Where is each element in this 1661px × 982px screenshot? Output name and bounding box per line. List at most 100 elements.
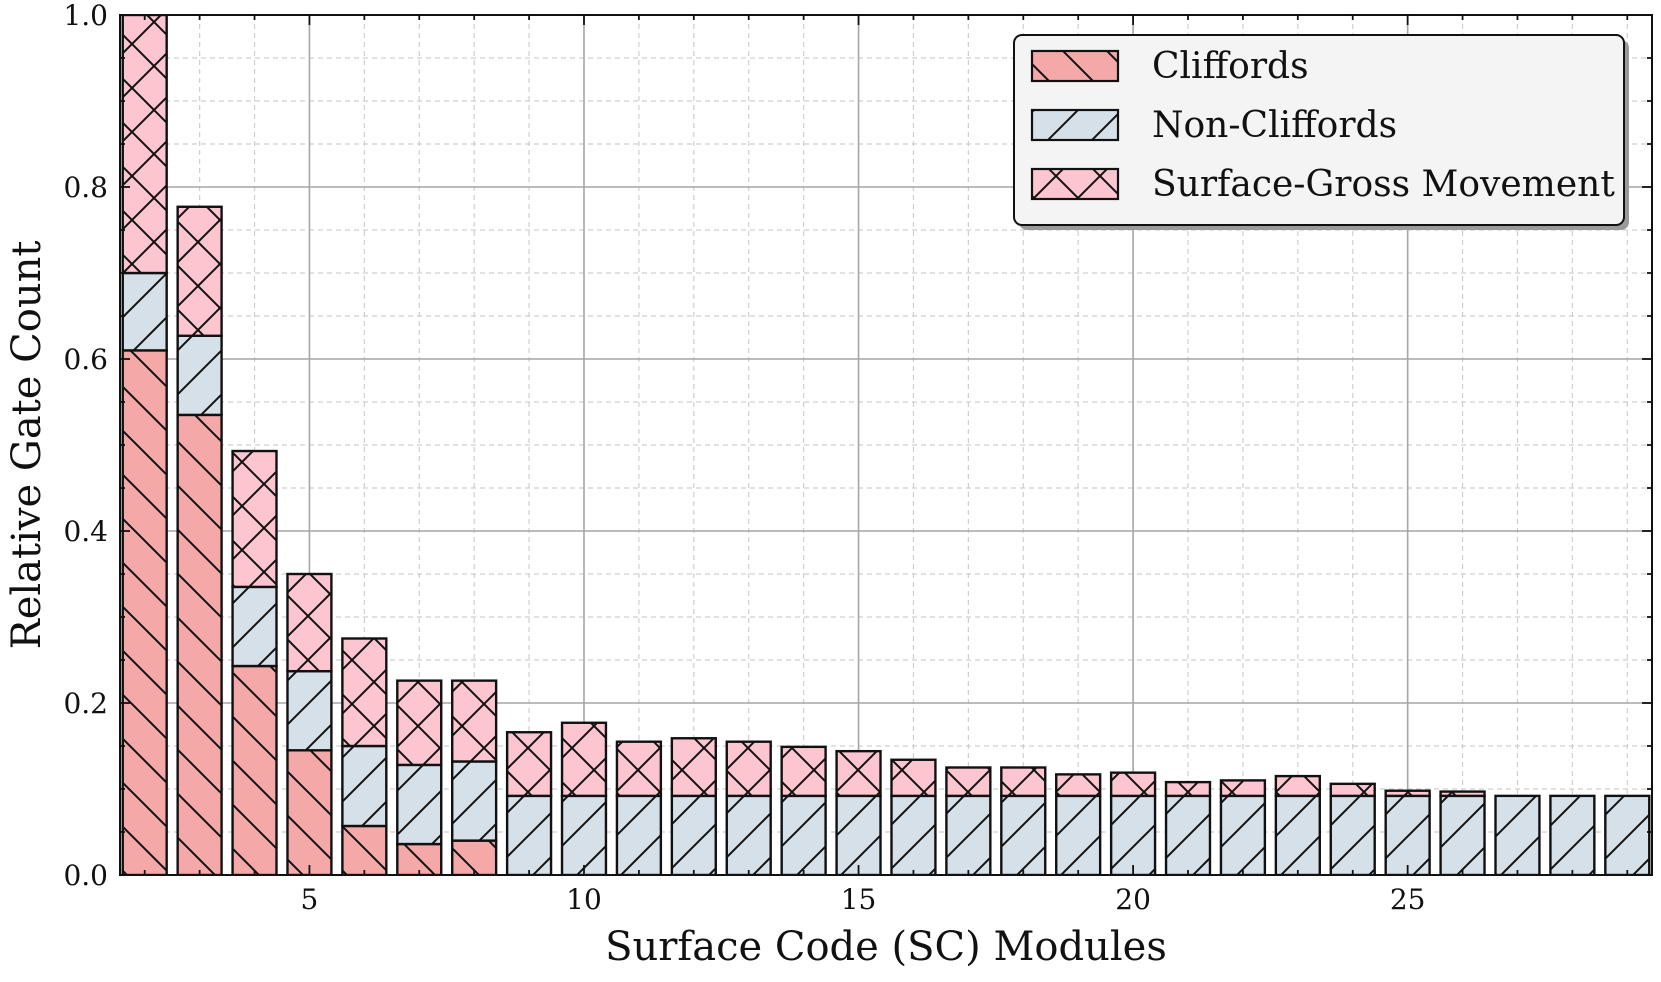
bar-cliffords-hatch bbox=[342, 825, 387, 875]
bar-surface-gross-movement-hatch bbox=[452, 680, 497, 762]
legend-label: Surface-Gross Movement bbox=[1152, 164, 1615, 205]
bar-surface-gross-movement-hatch bbox=[1440, 791, 1485, 796]
bar-cliffords-hatch bbox=[287, 750, 332, 875]
bar-surface-gross-movement-hatch bbox=[507, 732, 552, 796]
bar-non-cliffords-hatch bbox=[1440, 795, 1485, 875]
x-axis-label: Surface Code (SC) Modules bbox=[605, 924, 1167, 970]
legend-label: Cliffords bbox=[1152, 46, 1309, 87]
bar-cliffords-hatch bbox=[452, 840, 497, 875]
bar-non-cliffords-hatch bbox=[1550, 795, 1595, 875]
bar-surface-gross-movement bbox=[176, 205, 223, 337]
bar-non-cliffords-hatch bbox=[397, 764, 442, 845]
tick-labels: 5 10 15 20 25 0.0 0.2 0.4 0.6 0.8 1.0 bbox=[63, 0, 1425, 916]
bar-non-cliffords-hatch bbox=[562, 795, 606, 875]
y-tick-label: 0.6 bbox=[63, 343, 108, 376]
bar-surface-gross-movement-hatch bbox=[836, 751, 881, 796]
bar-surface-gross-movement-hatch bbox=[726, 741, 771, 796]
bar-surface-gross-movement bbox=[231, 449, 278, 589]
bar-surface-gross-movement-hatch bbox=[1166, 782, 1210, 796]
bar-non-cliffords-hatch bbox=[1111, 795, 1156, 875]
bar-non-cliffords-hatch bbox=[1166, 795, 1210, 875]
bar-surface-gross-movement bbox=[1219, 779, 1267, 798]
x-tick-label: 25 bbox=[1390, 883, 1426, 916]
bar-non-cliffords-hatch bbox=[781, 795, 826, 875]
bar-non-cliffords-hatch bbox=[232, 586, 277, 667]
bar-non-cliffords-hatch bbox=[726, 795, 771, 875]
legend-item-surface-gross-movement: Surface-Gross Movement bbox=[1030, 164, 1615, 205]
bar-non-cliffords-hatch bbox=[177, 335, 222, 415]
bar-non-cliffords-hatch bbox=[891, 795, 936, 875]
bar-surface-gross-movement bbox=[945, 766, 992, 798]
bar-non-cliffords-hatch bbox=[452, 761, 497, 841]
bar-surface-gross-movement bbox=[1274, 774, 1321, 798]
bar-surface-gross-movement bbox=[1055, 773, 1102, 798]
bar-cliffords-hatch bbox=[232, 666, 277, 875]
bar-surface-gross-movement-hatch bbox=[397, 680, 442, 765]
bar-surface-gross-movement-hatch bbox=[562, 722, 606, 796]
bar-non-cliffords-hatch bbox=[507, 795, 552, 875]
bar-surface-gross-movement-hatch bbox=[1275, 776, 1320, 796]
bar-non-cliffords-hatch bbox=[946, 795, 991, 875]
bar-non-cliffords-hatch bbox=[836, 795, 881, 875]
bar-surface-gross-movement-hatch bbox=[616, 741, 661, 796]
bar-non-cliffords-hatch bbox=[1275, 795, 1320, 875]
legend-swatch-hatch bbox=[1032, 169, 1118, 199]
y-tick-label: 1.0 bbox=[63, 0, 108, 32]
y-tick-label: 0.0 bbox=[63, 859, 108, 892]
bar-non-cliffords bbox=[1549, 794, 1596, 875]
bar-surface-gross-movement-hatch bbox=[1111, 772, 1156, 796]
legend-box bbox=[1013, 34, 1625, 226]
bar-non-cliffords-hatch bbox=[671, 795, 716, 875]
bar-surface-gross-movement bbox=[1329, 782, 1376, 798]
bar-surface-gross-movement-hatch bbox=[1001, 767, 1046, 796]
bar-surface-gross-movement-hatch bbox=[891, 759, 936, 796]
axis-ticks bbox=[120, 14, 1652, 876]
bar-cliffords-hatch bbox=[397, 844, 442, 875]
legend-swatch bbox=[1030, 167, 1120, 201]
bar-surface-gross-movement bbox=[505, 731, 553, 798]
y-tick-label: 0.2 bbox=[63, 687, 108, 720]
bar-surface-gross-movement-hatch bbox=[342, 638, 387, 746]
bar-surface-gross-movement bbox=[286, 572, 333, 673]
bar-surface-gross-movement bbox=[890, 758, 937, 798]
bar-non-cliffords-hatch bbox=[1385, 795, 1430, 875]
bar-surface-gross-movement bbox=[341, 637, 388, 748]
bar-surface-gross-movement-hatch bbox=[1220, 780, 1265, 796]
legend-item-non-cliffords: Non-Cliffords bbox=[1030, 105, 1397, 146]
x-tick-label: 5 bbox=[301, 883, 319, 916]
bar-non-cliffords-hatch bbox=[1330, 795, 1375, 875]
bar-surface-gross-movement-hatch bbox=[1385, 790, 1430, 796]
bar-surface-gross-movement bbox=[835, 749, 882, 798]
bar-surface-gross-movement bbox=[451, 679, 498, 763]
bar-surface-gross-movement bbox=[1109, 771, 1157, 798]
bar-surface-gross-movement-hatch bbox=[232, 451, 277, 587]
bar-surface-gross-movement bbox=[396, 679, 443, 767]
bar-surface-gross-movement-hatch bbox=[1056, 774, 1101, 796]
legend-item-cliffords: Cliffords bbox=[1030, 46, 1309, 87]
x-tick-label: 15 bbox=[841, 883, 877, 916]
bar-surface-gross-movement-hatch bbox=[177, 206, 222, 336]
bar-surface-gross-movement-hatch bbox=[781, 746, 826, 796]
x-tick-label: 20 bbox=[1115, 883, 1151, 916]
legend-swatch bbox=[1030, 108, 1120, 142]
bar-surface-gross-movement bbox=[1384, 789, 1431, 798]
bars bbox=[121, 15, 1651, 875]
bar-surface-gross-movement bbox=[1164, 780, 1212, 798]
bar-non-cliffords-hatch bbox=[1001, 795, 1046, 875]
y-tick-label: 0.4 bbox=[63, 515, 108, 548]
bar-non-cliffords-hatch bbox=[1495, 795, 1540, 875]
bar-non-cliffords-hatch bbox=[287, 671, 332, 751]
bar-cliffords-hatch bbox=[177, 414, 222, 875]
bar-cliffords-hatch bbox=[122, 350, 167, 875]
bar-surface-gross-movement-hatch bbox=[946, 767, 991, 796]
bar-non-cliffords-hatch bbox=[342, 746, 387, 826]
bar-surface-gross-movement-hatch bbox=[287, 574, 332, 672]
y-axis-label: Relative Gate Count bbox=[4, 241, 50, 650]
bar-surface-gross-movement bbox=[780, 745, 827, 798]
bar-surface-gross-movement bbox=[615, 740, 663, 798]
bar-surface-gross-movement bbox=[670, 737, 717, 798]
legend: Cliffords Non-Cliffords Surface-Gross Move… bbox=[1013, 34, 1629, 230]
bar-surface-gross-movement-hatch bbox=[671, 738, 716, 796]
bar-surface-gross-movement bbox=[1439, 790, 1486, 798]
x-tick-label: 10 bbox=[566, 883, 602, 916]
